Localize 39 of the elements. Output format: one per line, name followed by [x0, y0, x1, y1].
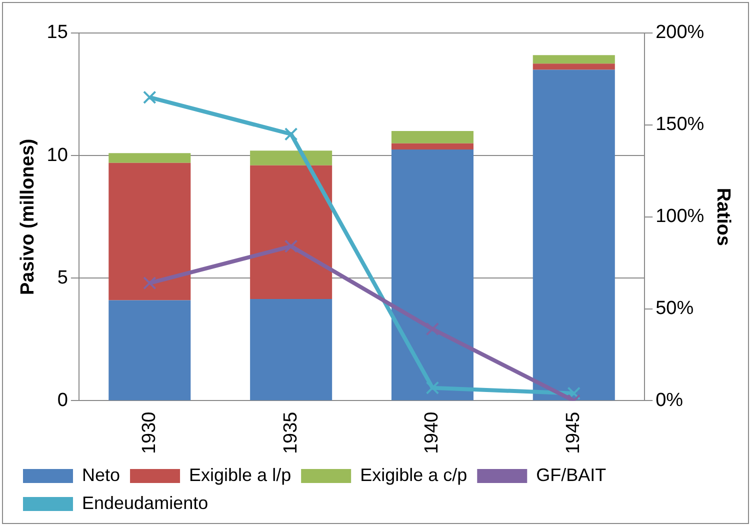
point	[426, 381, 440, 395]
legend-label: Endeudamiento	[82, 492, 208, 513]
y-tick-label: 10	[46, 144, 68, 166]
y2-tick-label: 200%	[656, 22, 704, 44]
bar	[391, 149, 474, 400]
bar	[250, 150, 332, 166]
point	[142, 276, 156, 290]
point	[426, 322, 440, 336]
bar	[391, 131, 474, 144]
point	[284, 127, 298, 141]
y2-tick-label: 50%	[656, 298, 694, 320]
y2-axis-title: Ratios	[712, 188, 734, 246]
x-tick-label: 1945	[563, 412, 584, 454]
legend-label: GF/BAIT	[536, 464, 606, 485]
bar	[108, 162, 191, 300]
y2-tick-label: 150%	[656, 114, 704, 136]
y-tick-label: 0	[57, 390, 68, 411]
legend-label: Exigible a c/p	[360, 464, 468, 485]
y2-tick-label: 100%	[656, 206, 704, 228]
bar	[108, 300, 191, 400]
y-tick-label: 15	[46, 22, 68, 44]
x-tick-label: 1935	[280, 412, 302, 454]
y-axis-title: Pasivo (millones)	[18, 138, 39, 296]
x-tick-label: 1940	[422, 412, 443, 454]
bar	[532, 64, 615, 70]
legend-label: Exigible a l/p	[189, 464, 292, 485]
point	[284, 240, 298, 253]
x-tick-label: 1930	[138, 412, 160, 454]
bar	[250, 165, 332, 299]
point	[142, 90, 156, 104]
bar	[532, 55, 615, 64]
legend-label: Neto	[82, 464, 120, 485]
y2-tick-label: 0%	[656, 390, 684, 411]
bar	[108, 153, 191, 163]
y-tick-label: 5	[57, 267, 68, 288]
bar	[532, 70, 615, 400]
bar	[391, 143, 474, 150]
bar	[250, 298, 332, 400]
point	[567, 386, 581, 400]
